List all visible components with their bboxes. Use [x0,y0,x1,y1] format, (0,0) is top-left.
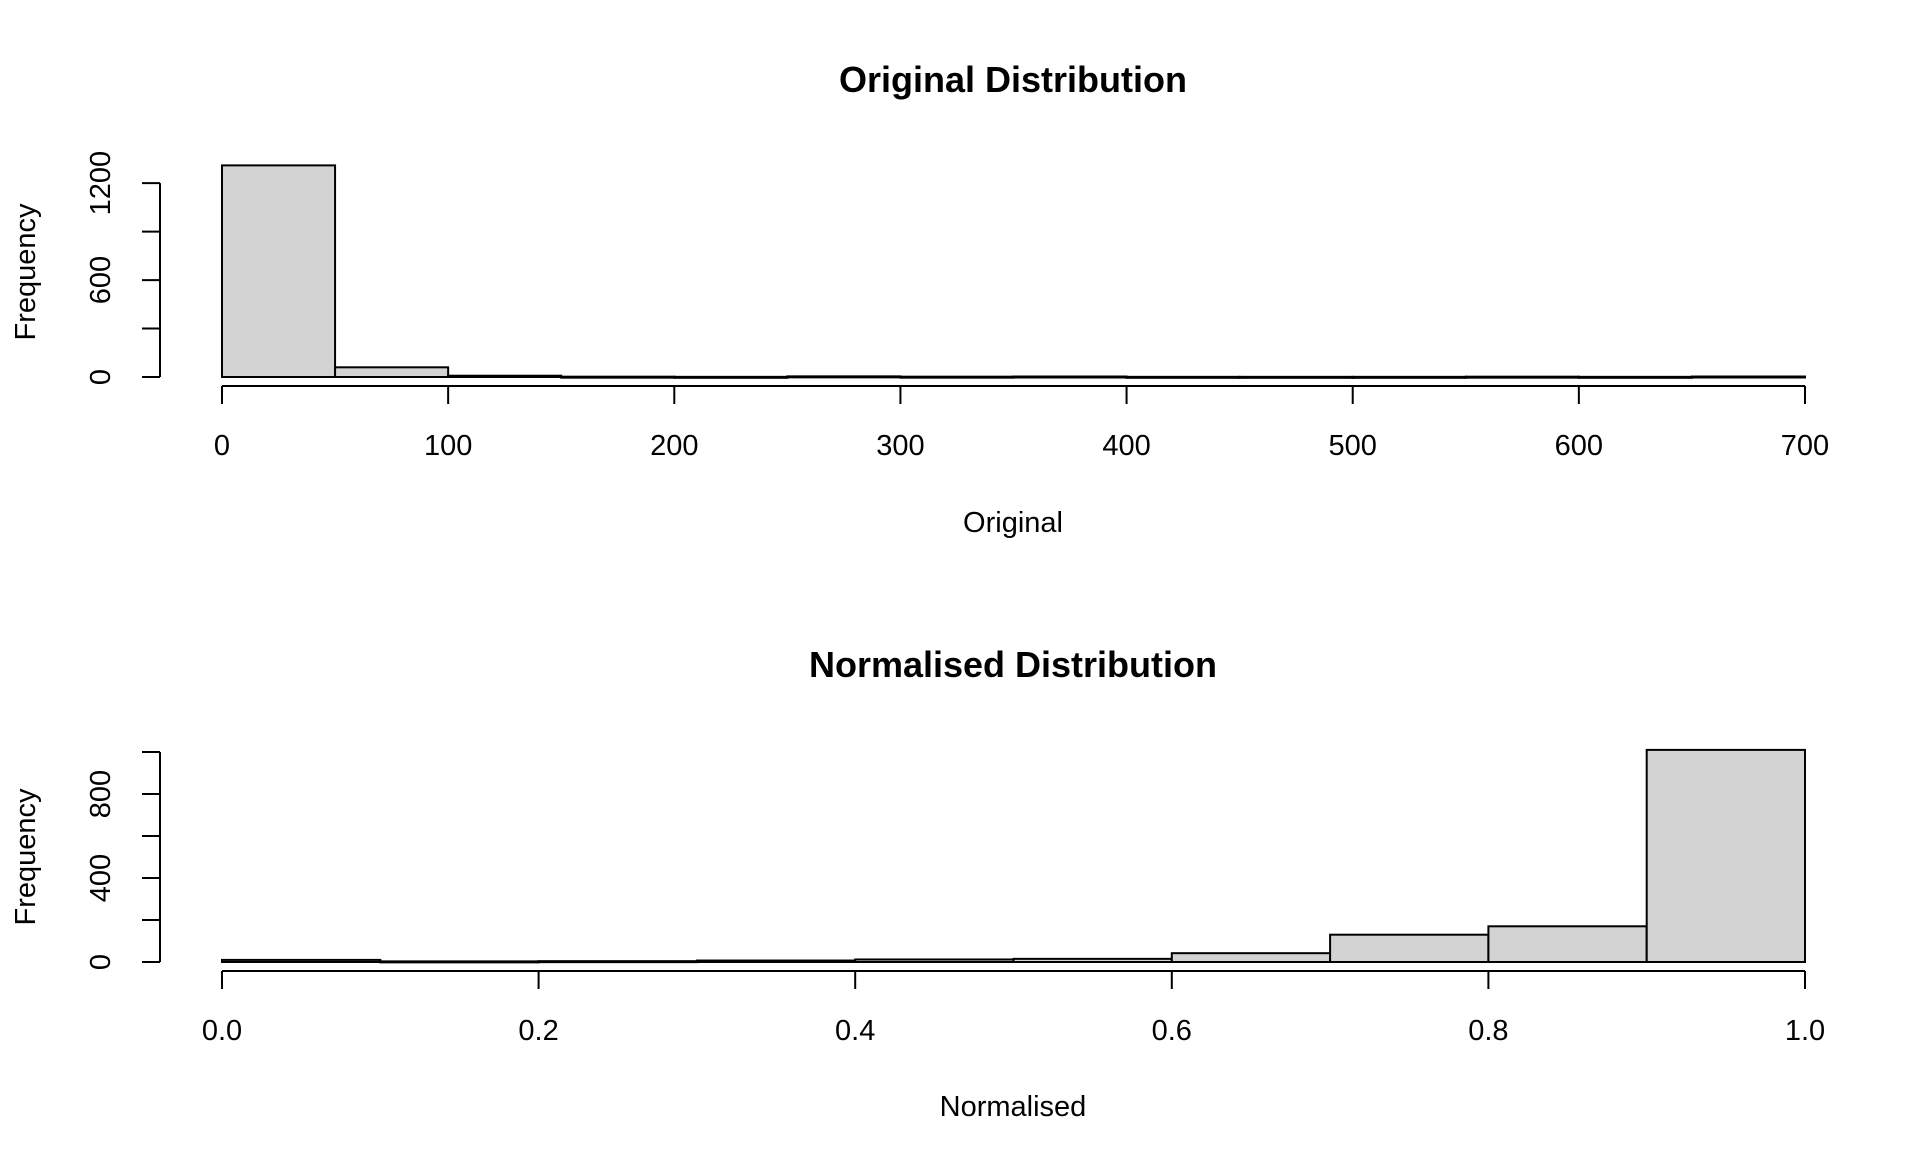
histogram-bar [447,374,563,379]
original-distribution-panel: Original Distribution Original Frequency… [10,59,1829,539]
y-tick-label: 0 [85,954,117,970]
histogram-bar [854,958,1015,963]
x-axis: 0 100 200 300 400 500 600 700 [214,385,1829,462]
histogram-bar [1487,925,1648,963]
histogram-bar [1238,375,1354,379]
y-axis: 0 600 1200 [85,151,161,385]
histogram-bar [1170,952,1332,963]
histogram-bar [899,375,1015,379]
histogram-bar [221,958,382,964]
histogram-bar [1690,375,1807,379]
normalised-distribution-panel: Normalised Distribution Normalised Frequ… [10,644,1825,1123]
x-tick-label: 1.0 [1785,1015,1825,1047]
x-axis-label: Normalised [940,1091,1087,1123]
x-tick-label: 0.8 [1468,1015,1508,1047]
y-tick-label: 400 [85,854,117,902]
x-tick-label: 0.2 [518,1015,558,1047]
y-tick-label: 1200 [85,151,117,216]
y-tick-label: 0 [85,369,117,385]
histogram-bar [537,960,698,964]
x-tick-label: 0 [214,430,230,462]
histogram-bar [1125,375,1241,379]
x-tick-label: 700 [1781,430,1829,462]
x-tick-label: 200 [650,430,698,462]
x-tick-label: 0.0 [202,1015,242,1047]
histogram-bar [1012,375,1128,379]
histogram-bars [221,164,1807,379]
histogram-bars [221,748,1806,964]
histogram-bar [1464,375,1580,379]
x-tick-label: 500 [1329,430,1377,462]
x-tick-label: 100 [424,430,472,462]
histogram-bar [1351,375,1467,379]
histogram-bar [1329,933,1490,964]
x-tick-label: 600 [1555,430,1603,462]
y-tick-label: 600 [85,256,117,304]
x-tick-label: 300 [876,430,924,462]
histogram-bar [1577,375,1693,379]
y-tick-label: 800 [85,770,117,818]
histogram-bar [1012,957,1173,963]
histogram-bar [1645,748,1806,964]
x-tick-label: 0.4 [835,1015,875,1047]
y-axis: 0 400 800 [85,751,161,970]
x-axis: 0.0 0.2 0.4 0.6 0.8 1.0 [202,970,1825,1047]
histogram-bar [786,375,902,379]
chart-title: Original Distribution [839,59,1187,100]
histogram-bar [334,366,450,378]
histogram-bar [673,375,789,379]
histogram-bar [221,164,337,378]
x-tick-label: 400 [1102,430,1150,462]
x-tick-label: 0.6 [1152,1015,1192,1047]
y-axis-label: Frequency [10,788,42,926]
x-axis-label: Original [963,507,1063,539]
histogram-bar [379,960,540,964]
chart-title: Normalised Distribution [809,644,1217,685]
histogram-bar [560,375,676,379]
histogram-bar [695,959,857,964]
y-axis-label: Frequency [10,203,42,341]
